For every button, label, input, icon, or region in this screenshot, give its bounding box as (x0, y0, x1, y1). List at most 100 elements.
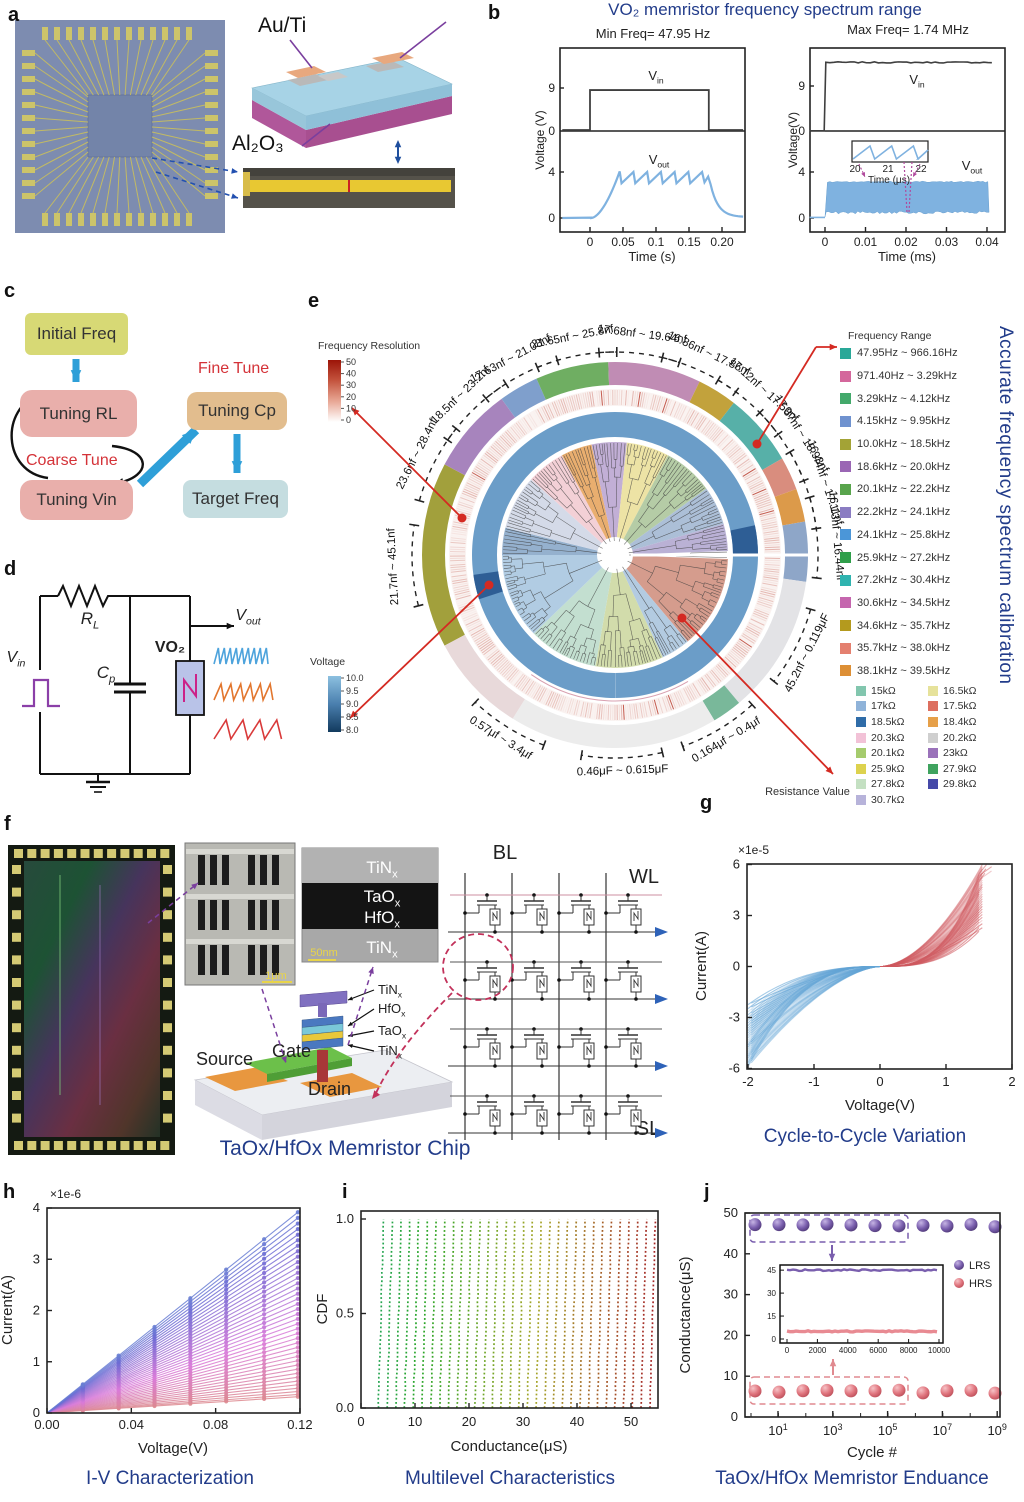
svg-text:HRS: HRS (969, 1278, 992, 1290)
panel-f: f 1μm TiNx TaOx HfOx TiNx 50nm Source Gate Drain… (0, 795, 700, 1165)
panel-letter-j: j (704, 1181, 710, 1203)
svg-text:Current(A): Current(A) (0, 1275, 16, 1345)
svg-text:TiNx: TiNx (366, 938, 398, 961)
svg-text:20: 20 (462, 1414, 476, 1429)
svg-text:Voltage(V): Voltage(V) (138, 1440, 208, 1457)
svg-text:Vout: Vout (235, 607, 261, 627)
svg-text:15: 15 (767, 1312, 776, 1321)
label-coarse-tune: Coarse Tune (26, 452, 118, 469)
svg-text:0: 0 (772, 1335, 777, 1344)
svg-text:50: 50 (724, 1205, 738, 1220)
freq-range-legend-item: 27.2kHz ~ 30.4kHz (840, 569, 958, 592)
label-fine-tune: Fine Tune (198, 360, 270, 377)
device-photo-schematic (15, 20, 455, 233)
voltage-legend-title: Voltage (310, 656, 346, 668)
freq-range-legend-item: 24.1kHz ~ 25.8kHz (840, 524, 958, 547)
i-axes: 0.0 0.5 1.0 0 10 20 30 40 50 Conductance(μS) CDF (315, 1210, 659, 1455)
svg-text:101: 101 (768, 1422, 787, 1438)
svg-text:×1e-6: ×1e-6 (50, 1187, 81, 1201)
panel-a: a Au/Ti Al₂O₃ (0, 0, 460, 270)
svg-text:LRS: LRS (969, 1260, 990, 1272)
svg-text:TaOx: TaOx (364, 887, 401, 910)
svg-text:50: 50 (346, 357, 356, 367)
svg-text:0.00: 0.00 (34, 1417, 59, 1432)
panel-c: c Initial Freq Tuning RL Tuning Vin Tuning … (0, 280, 300, 560)
svg-text:30: 30 (516, 1414, 530, 1429)
svg-text:TiNx: TiNx (378, 1043, 403, 1061)
cycle-variation-plot: 6 3 0 -3 -6-2 -1 0 1 2 ×1e-5 Voltage(V) Current(A) (693, 843, 1016, 1114)
svg-text:0.01: 0.01 (854, 235, 878, 249)
svg-text:0: 0 (822, 235, 829, 249)
svg-text:0.04: 0.04 (119, 1417, 144, 1432)
freq-range-legend-item: 20.1kHz ~ 22.2kHz (840, 478, 958, 501)
crossbar-array: BL WL SL (372, 842, 668, 1140)
time-zoom-inset: 20 21 22 Time (μs) (849, 140, 929, 213)
svg-text:8000: 8000 (900, 1346, 918, 1355)
iv-lines (46, 1210, 301, 1414)
svg-text:6000: 6000 (869, 1346, 887, 1355)
svg-text:0.12: 0.12 (287, 1417, 312, 1432)
device-micrograph-strip (243, 168, 455, 208)
svg-text:20: 20 (724, 1327, 738, 1342)
dendrogram-tree (503, 443, 728, 668)
svg-text:2000: 2000 (809, 1346, 827, 1355)
freq-resolution-legend-title: Frequency Resolution (318, 340, 421, 352)
svg-text:VO₂: VO₂ (155, 639, 185, 656)
panel-h-caption: I-V Characterization (86, 1468, 254, 1489)
multilevel-cdf-plot: 0.0 0.5 1.0 0 10 20 30 40 50 Conductance(μS) CDF (315, 1210, 659, 1455)
svg-text:0: 0 (346, 415, 351, 425)
svg-text:45: 45 (767, 1266, 776, 1275)
freq-range-legend-item: 34.6kHz ~ 35.7kHz (840, 614, 958, 637)
resistance-legend-item: 17.5kΩ (928, 699, 992, 715)
svg-text:1: 1 (942, 1074, 949, 1089)
resistance-legend-item: 15kΩ (856, 683, 920, 699)
label-au-ti: Au/Ti (258, 14, 307, 37)
panel-letter-h: h (3, 1181, 16, 1203)
panel-letter-a: a (8, 4, 20, 26)
svg-text:9.5: 9.5 (346, 686, 359, 696)
freq-range-legend-item: 47.95Hz ~ 966.16Hz (840, 342, 958, 365)
freq-resolution-colorbar: 50 40 30 20 10 0 (328, 356, 375, 431)
svg-text:Conductance(μS): Conductance(μS) (677, 1256, 694, 1373)
svg-text:3: 3 (33, 1251, 40, 1266)
panel-letter-d: d (4, 558, 17, 580)
panel-letter-i: i (342, 1181, 348, 1203)
resistance-legend-item: 20.2kΩ (928, 730, 992, 746)
svg-text:-1: -1 (808, 1074, 820, 1089)
svg-text:0.1: 0.1 (648, 235, 665, 249)
panel-d: d RL Cp VO₂ Vin Vout (0, 558, 300, 800)
freq-range-legend-item: 38.1kHz ~ 39.5kHz (840, 660, 958, 683)
freq-range-legend-item: 35.7kHz ~ 38.0kHz (840, 637, 958, 660)
svg-text:Vout: Vout (649, 152, 670, 170)
panel-e: e 21.7nf ~ 45.1nf 23.6nf ~ 28.4nf 18.5nf ~… (300, 290, 1024, 820)
svg-text:0.20: 0.20 (710, 235, 734, 249)
svg-text:HfOx: HfOx (378, 1001, 406, 1019)
resistance-value-label: Resistance Value (765, 786, 850, 798)
svg-text:9: 9 (548, 81, 555, 95)
svg-text:0.04: 0.04 (975, 235, 999, 249)
flow-box-vin: Tuning Vin (20, 480, 133, 520)
svg-text:Vin: Vin (909, 72, 925, 90)
freq-range-legend-title: Frequency Range (848, 330, 932, 342)
panel-f-zoom-arrows (147, 882, 374, 1064)
svg-text:0.46μF ~ 0.615μF: 0.46μF ~ 0.615μF (577, 763, 669, 778)
panel-f-caption: TaOx/HfOx Memristor Chip (219, 1137, 471, 1160)
svg-text:4000: 4000 (839, 1346, 857, 1355)
svg-text:103: 103 (823, 1422, 842, 1438)
svg-text:Voltage (V): Voltage (V) (533, 110, 547, 169)
svg-text:40: 40 (724, 1246, 738, 1261)
svg-text:40: 40 (570, 1414, 584, 1429)
svg-text:0.08: 0.08 (203, 1417, 228, 1432)
j-axes: 0 10 20 30 40 50 101 103 105 107 109 Cycle # Conduct… (677, 1205, 1007, 1461)
svg-text:RL: RL (81, 609, 100, 632)
svg-text:1.0: 1.0 (336, 1211, 354, 1226)
svg-text:0.15: 0.15 (677, 235, 701, 249)
svg-text:0: 0 (548, 124, 555, 138)
svg-text:Vout: Vout (962, 158, 983, 176)
svg-text:Current(A): Current(A) (693, 931, 710, 1001)
svg-text:×1e-5: ×1e-5 (738, 843, 769, 857)
svg-text:4: 4 (798, 165, 805, 179)
